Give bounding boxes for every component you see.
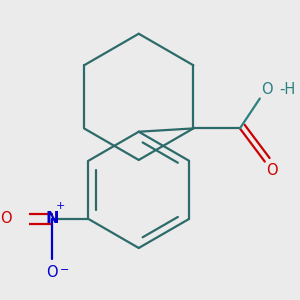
Text: O: O — [266, 163, 278, 178]
Text: N: N — [45, 212, 58, 226]
Text: +: + — [56, 201, 65, 211]
Text: -H: -H — [280, 82, 296, 97]
Text: −: − — [60, 265, 70, 275]
Text: O: O — [0, 212, 11, 226]
Text: O: O — [46, 266, 58, 280]
Text: O: O — [262, 82, 273, 97]
